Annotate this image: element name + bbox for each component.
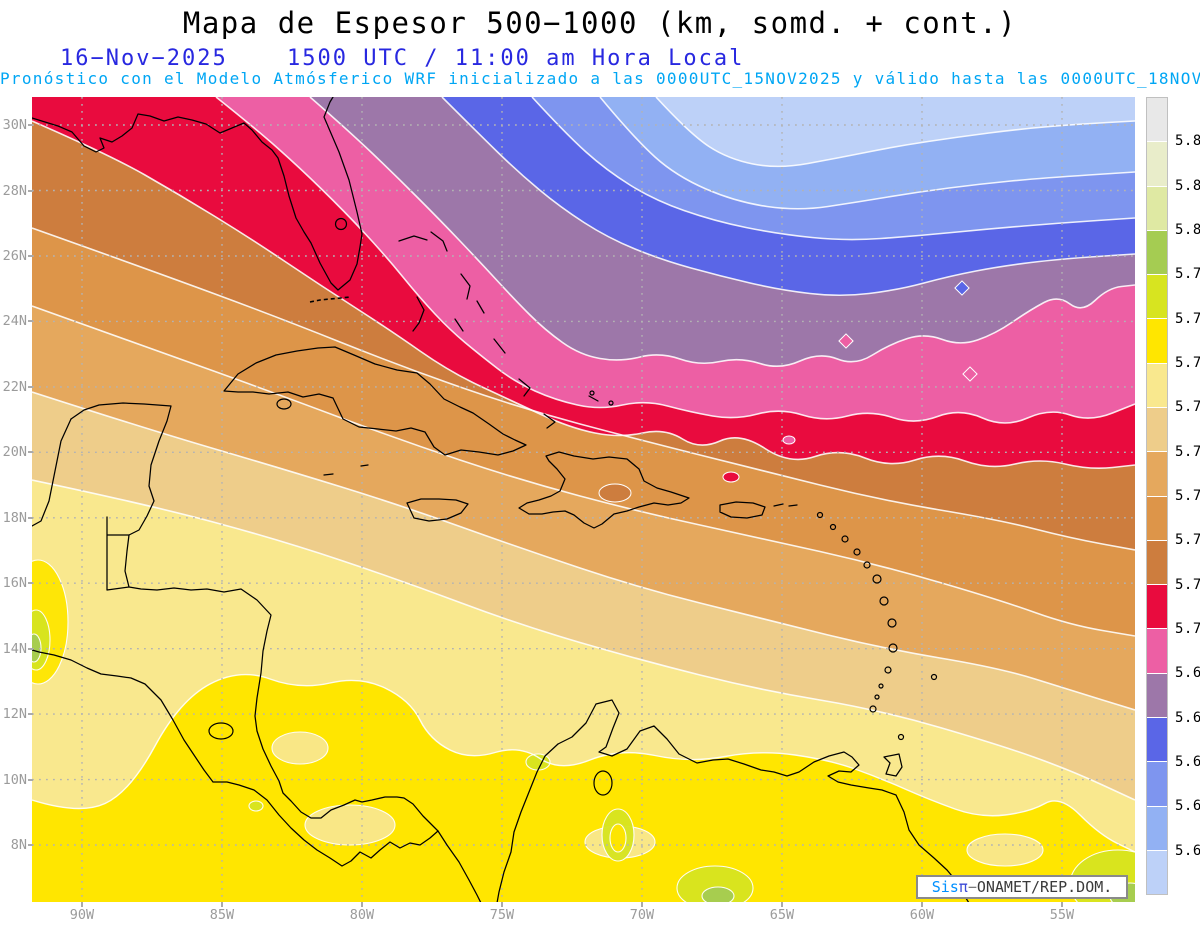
colorbar-label: 5.795 bbox=[1175, 266, 1200, 283]
colorbar-segment bbox=[1147, 673, 1167, 718]
colorbar-segment bbox=[1147, 363, 1167, 408]
lon-axis-label: 60W bbox=[909, 907, 935, 923]
colorbar-label: 5.652 bbox=[1175, 798, 1200, 815]
lon-tick bbox=[221, 902, 223, 907]
lon-tick bbox=[361, 902, 363, 907]
colorbar-segment bbox=[1147, 275, 1167, 320]
lat-axis-label: 16N bbox=[2, 575, 27, 592]
lat-tick bbox=[28, 844, 33, 846]
credit-brand: Sis bbox=[931, 878, 959, 896]
credit-org: ONAMET/REP.DOM. bbox=[976, 878, 1113, 896]
colorbar-segment bbox=[1147, 806, 1167, 851]
lat-axis-label: 24N bbox=[2, 313, 27, 330]
lat-tick bbox=[28, 713, 33, 716]
colorbar-segment bbox=[1147, 142, 1167, 187]
lat-axis-label: 22N bbox=[2, 378, 27, 395]
colorbar-label: 5.748 bbox=[1175, 443, 1200, 460]
colorbar-label: 5.736 bbox=[1175, 488, 1200, 504]
contour-fill-bands bbox=[32, 97, 1135, 902]
lon-axis-label: 55W bbox=[1049, 907, 1075, 923]
lon-axis-label: 90W bbox=[69, 907, 95, 923]
lon-tick bbox=[921, 902, 923, 907]
colorbar-label: 5.772 bbox=[1175, 355, 1200, 371]
colorbar-label: 5.724 bbox=[1175, 532, 1200, 549]
forecast-note: Pronóstico con el Modelo Atmósferico WRF… bbox=[0, 69, 1200, 88]
credit-dash: − bbox=[967, 878, 977, 896]
time-label: 1500 UTC / 11:00 am Hora Local bbox=[287, 46, 745, 71]
lat-tick bbox=[28, 582, 33, 585]
colorbar-segment bbox=[1147, 407, 1167, 453]
thickness-colorbar bbox=[1146, 97, 1168, 895]
lon-tick bbox=[1061, 902, 1063, 907]
colorbar-label: 5.676 bbox=[1175, 709, 1200, 726]
page-title: Mapa de Espesor 500−1000 (km, somd. + co… bbox=[182, 6, 1018, 40]
colorbar-segment bbox=[1147, 762, 1167, 807]
lat-axis-label: 12N bbox=[2, 706, 27, 723]
colorbar-segment bbox=[1147, 319, 1167, 364]
lat-axis-label: 14N bbox=[2, 640, 27, 657]
colorbar-label: 5.831 bbox=[1175, 133, 1200, 150]
lat-axis-label: 28N bbox=[2, 182, 27, 199]
colorbar-segment bbox=[1147, 496, 1167, 541]
colorbar-label: 5.819 bbox=[1175, 177, 1200, 194]
colorbar-segment bbox=[1147, 452, 1167, 497]
lat-tick bbox=[28, 778, 33, 781]
lat-tick bbox=[28, 647, 33, 650]
lat-tick bbox=[28, 451, 33, 454]
lon-axis-label: 75W bbox=[489, 907, 515, 923]
lat-tick bbox=[28, 124, 33, 126]
date-label: 16−Nov−2025 bbox=[60, 46, 228, 71]
lon-axis-label: 70W bbox=[629, 907, 655, 923]
colorbar-segment bbox=[1147, 540, 1167, 586]
lon-tick bbox=[81, 902, 83, 907]
thickness-contour-map bbox=[32, 97, 1135, 902]
colorbar-label: 5.807 bbox=[1175, 222, 1200, 238]
lat-axis-label: 20N bbox=[2, 444, 27, 461]
colorbar-label: 5.712 bbox=[1175, 576, 1200, 593]
colorbar-label: 5.783 bbox=[1175, 310, 1200, 327]
small-contour-features bbox=[598, 280, 978, 503]
lon-axis-label: 85W bbox=[209, 907, 235, 923]
lon-tick bbox=[641, 902, 643, 907]
lon-tick bbox=[781, 902, 783, 907]
colorbar-segment bbox=[1147, 629, 1167, 674]
contour-lines bbox=[32, 97, 1135, 853]
colorbar-label: 5.664 bbox=[1175, 754, 1200, 770]
colorbar-label: 5.76 bbox=[1175, 399, 1200, 416]
colorbar-segment bbox=[1147, 585, 1167, 630]
colorbar-segment bbox=[1147, 850, 1167, 895]
credit-pi-symbol: π bbox=[958, 878, 968, 896]
lat-tick bbox=[28, 320, 33, 323]
lat-tick bbox=[28, 255, 33, 257]
colorbar-segment bbox=[1147, 98, 1167, 143]
lat-tick bbox=[28, 385, 33, 388]
lon-axis-label: 65W bbox=[769, 907, 795, 923]
colorbar-segment bbox=[1147, 186, 1167, 231]
lat-tick bbox=[28, 516, 33, 519]
lat-tick bbox=[28, 189, 33, 192]
lon-tick bbox=[501, 902, 503, 907]
colorbar-label: 5.64 bbox=[1175, 842, 1200, 859]
colorbar-label: 5.7 bbox=[1175, 621, 1200, 637]
lat-axis-label: 8N bbox=[10, 837, 27, 853]
lat-axis-label: 18N bbox=[2, 509, 27, 526]
lat-axis-label: 30N bbox=[2, 117, 27, 133]
lon-axis-label: 80W bbox=[349, 907, 375, 923]
coastlines bbox=[32, 97, 970, 902]
lat-axis-label: 26N bbox=[2, 248, 27, 264]
colorbar-label: 5.688 bbox=[1175, 665, 1200, 682]
lat-lon-grid bbox=[32, 97, 1135, 902]
colorbar-segment bbox=[1147, 230, 1167, 276]
colorbar-segment bbox=[1147, 717, 1167, 763]
lat-axis-label: 10N bbox=[2, 771, 27, 788]
credit-box: Sis π − ONAMET/REP.DOM. bbox=[916, 875, 1128, 899]
